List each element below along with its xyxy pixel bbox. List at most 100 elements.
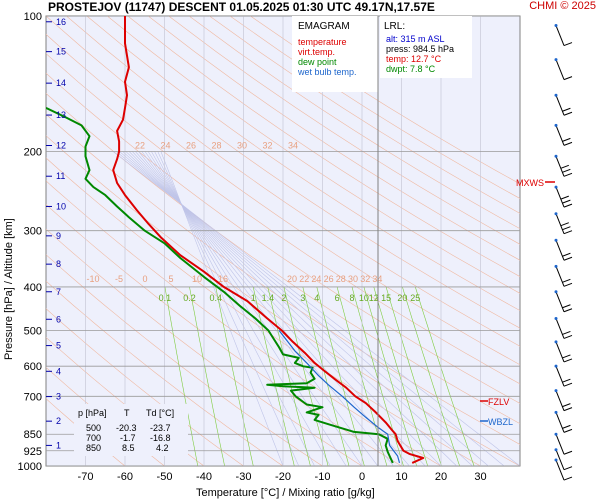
wind-barb-staff [555,459,565,481]
wind-barb-flag [563,334,573,339]
table-cell: -1.7 [120,433,136,443]
lrl-dewpoint: dwpt: 7.8 °C [386,64,436,74]
mixing-ratio-label: 0.4 [209,293,222,303]
wind-barb-flag [562,137,571,142]
x-tick-label: -20 [275,471,291,483]
wind-barb [554,154,573,177]
wind-barb-point [554,238,558,242]
wind-barb [554,212,573,235]
wind-barb-flag [563,428,573,433]
pressure-tick-label: 600 [24,361,42,373]
wind-barb-flag [562,168,571,173]
wind-barb-flag [563,172,573,177]
wind-barb [554,290,573,313]
wind-barb-flag [562,330,571,335]
wind-barb-staff [555,412,565,433]
altitude-tick-label: 8 [56,259,61,269]
series-wet-bulb-temp- [278,330,401,464]
wind-barb-flag [562,403,571,408]
table-cell: -23.7 [150,423,171,433]
mixing-ratio-label: 0.1 [159,293,172,303]
adiabat-label: -10 [86,274,99,284]
wind-barb-flag [562,107,571,112]
x-tick-label: 30 [474,471,486,483]
adiabat-label: 26 [324,274,334,284]
altitude-tick-label: 2 [56,416,61,426]
wind-barb-staff [555,213,565,234]
wind-barb [554,389,573,412]
mixing-ratio-label: 0.2 [183,293,196,303]
altitude-tick-label: 3 [56,392,61,402]
wind-barb-point [554,389,558,393]
x-tick-label: 0 [359,471,365,483]
legend-title: EMAGRAM [298,21,350,32]
mixing-ratio-label: 2 [281,293,286,303]
mxws-label: MXWS [516,178,544,188]
mixing-ratio-label: 10 [359,293,369,303]
series-layer [46,16,425,464]
wind-barb-point [554,264,558,268]
lrl-altitude: alt: 315 m ASL [386,34,445,44]
dry-adiabat [209,16,520,214]
dry-adiabat [168,16,520,245]
wind-barb [554,185,573,208]
wind-barb-flag [563,141,573,146]
wind-barb-flag [562,252,571,257]
wind-barb-flag [563,111,573,116]
dry-adiabat [66,16,520,329]
dry-adiabat [46,53,520,385]
adiabat-label: 32 [360,274,370,284]
wind-barb-point [554,212,558,216]
pressure-tick-label: 300 [24,226,42,238]
pressure-tick-label: 400 [24,282,42,294]
x-tick-label: 20 [435,471,447,483]
x-tick-label: -10 [315,471,331,483]
wind-barb-flag [562,424,571,429]
wind-barb-flag [562,378,571,383]
adiabat-label: 16 [218,274,228,284]
wind-barb-flag [563,476,573,481]
wind-barb-point [554,58,558,62]
pressure-tick-label: 925 [24,446,42,458]
wind-barb-staff [555,266,565,287]
altitude-tick-label: 7 [56,287,61,297]
wind-barb-staff [555,341,565,363]
altitude-tick-label: 5 [56,341,61,351]
x-tick-label: -40 [196,471,212,483]
series-temperature [112,16,425,464]
pressure-tick-label: 850 [24,429,42,441]
adiabat-label: -5 [115,274,123,284]
wind-barb [554,364,573,387]
wind-barb [554,123,573,146]
dry-adiabat [46,16,520,347]
dry-adiabat [148,16,520,261]
wind-barb-staff [555,365,565,387]
wind-barb-staff [555,95,565,116]
level-markers: MXWS FZLV WBZL [480,178,555,427]
lrl-temperature: temp: 12.7 °C [386,54,442,64]
x-tick-label: -50 [157,471,173,483]
mixing-ratio-label: 1 [251,293,256,303]
mixing-ratio-label: 6 [335,293,340,303]
x-tick-label: -70 [78,471,94,483]
legend-item-temperature: temperature [298,37,347,47]
adiabat-label: 28 [211,140,221,150]
wind-barb-flag [563,358,573,363]
wind-barb-flag [563,230,573,235]
mixing-ratio-label: 12 [369,293,379,303]
credit-text: CHMI © 2025 [529,0,596,12]
wind-barb [554,340,573,363]
adiabat-label: 30 [237,140,247,150]
wind-barb-flag [562,226,571,231]
wind-barb-staff [555,434,565,455]
altitude-tick-label: 9 [56,231,61,241]
mixing-ratio-label: 4 [314,293,319,303]
adiabat-label: 0 [142,274,147,284]
adiabat-label: 24 [311,274,321,284]
legend-item-virt-temp: virt.temp. [298,47,335,57]
wind-barb-flag [563,203,573,208]
adiabat-label: 10 [192,274,202,284]
altitude-tick-label: 1 [56,440,61,450]
wind-barb-point [554,410,558,414]
